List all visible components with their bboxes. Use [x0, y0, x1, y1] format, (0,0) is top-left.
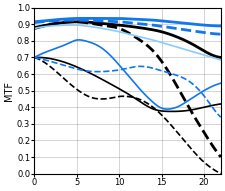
- Y-axis label: MTF: MTF: [4, 81, 14, 101]
